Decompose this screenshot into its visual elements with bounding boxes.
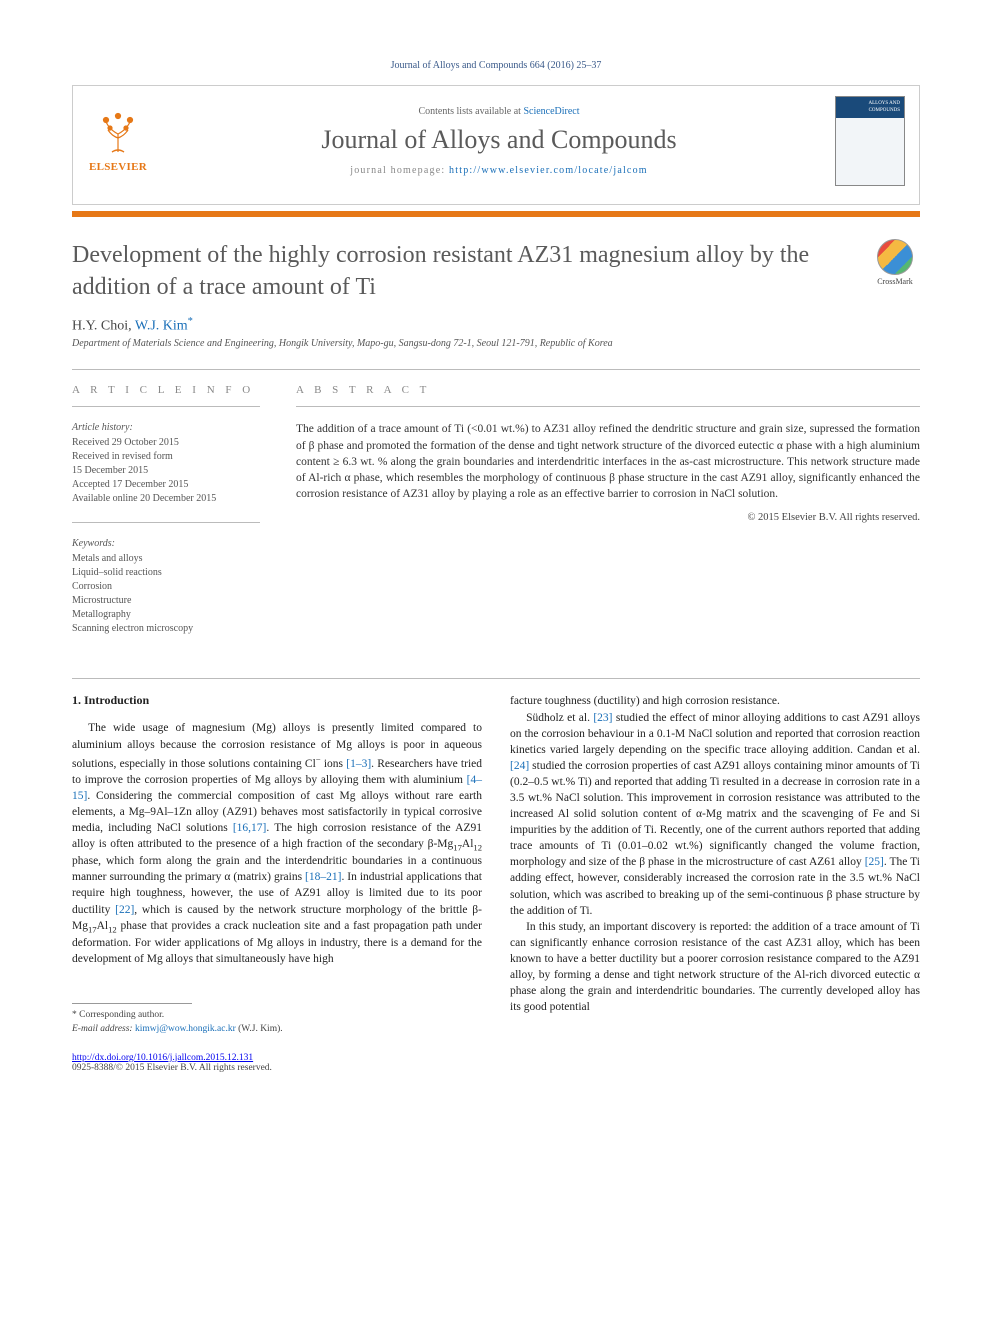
homepage-link[interactable]: http://www.elsevier.com/locate/jalcom	[449, 165, 648, 176]
keyword: Microstructure	[72, 594, 260, 608]
journal-cover-thumbnail[interactable]: ALLOYS AND COMPOUNDS	[835, 96, 905, 186]
corresponding-label: * Corresponding author.	[72, 1008, 482, 1022]
keywords-block: Keywords: Metals and alloys Liquid–solid…	[72, 537, 260, 636]
keyword: Liquid–solid reactions	[72, 566, 260, 580]
publisher-name: ELSEVIER	[85, 161, 151, 173]
doi-issn-footer: http://dx.doi.org/10.1016/j.jallcom.2015…	[72, 1053, 482, 1073]
crossmark-badge[interactable]: CrossMark	[870, 239, 920, 286]
keyword: Metallography	[72, 608, 260, 622]
abstract-label: A B S T R A C T	[296, 384, 920, 396]
abstract-text: The addition of a trace amount of Ti (<0…	[296, 421, 920, 501]
history-heading: Article history:	[72, 421, 260, 435]
body-text-right: facture toughness (ductility) and high c…	[510, 693, 920, 1015]
citation-ref[interactable]: [1–3]	[346, 757, 371, 769]
body-text-left: The wide usage of magnesium (Mg) alloys …	[72, 720, 482, 967]
corresponding-author-footer: * Corresponding author. E-mail address: …	[72, 1003, 482, 1037]
paragraph: Südholz et al. [23] studied the effect o…	[510, 710, 920, 919]
keyword: Metals and alloys	[72, 552, 260, 566]
cover-text: ALLOYS AND COMPOUNDS	[836, 97, 904, 118]
authors: H.Y. Choi, W.J. Kim*	[72, 316, 920, 335]
keyword: Scanning electron microscopy	[72, 622, 260, 636]
citation-ref[interactable]: [16,17]	[233, 822, 267, 834]
history-line: 15 December 2015	[72, 464, 260, 478]
article-info-label: A R T I C L E I N F O	[72, 384, 260, 396]
header-center: Contents lists available at ScienceDirec…	[163, 106, 835, 176]
footer-rule	[72, 1003, 192, 1004]
divider	[72, 522, 260, 523]
article-history: Article history: Received 29 October 201…	[72, 421, 260, 506]
history-line: Received in revised form	[72, 450, 260, 464]
citation-ref[interactable]: [18–21]	[305, 871, 341, 883]
history-line: Available online 20 December 2015	[72, 492, 260, 506]
history-line: Accepted 17 December 2015	[72, 478, 260, 492]
article-info-column: A R T I C L E I N F O Article history: R…	[72, 384, 260, 652]
elsevier-tree-icon	[96, 110, 140, 154]
body-column-right: facture toughness (ductility) and high c…	[510, 693, 920, 1072]
publisher-logo[interactable]: ELSEVIER	[73, 110, 163, 173]
history-line: Received 29 October 2015	[72, 436, 260, 450]
keyword: Corrosion	[72, 580, 260, 594]
citation-ref[interactable]: [23]	[593, 712, 612, 724]
citation-ref[interactable]: [24]	[510, 760, 529, 772]
citation-ref[interactable]: [25]	[865, 856, 884, 868]
header-citation: Journal of Alloys and Compounds 664 (201…	[72, 60, 920, 71]
affiliation: Department of Materials Science and Engi…	[72, 338, 920, 349]
paragraph: The wide usage of magnesium (Mg) alloys …	[72, 720, 482, 967]
keywords-heading: Keywords:	[72, 537, 260, 551]
divider	[296, 406, 920, 407]
abstract-copyright: © 2015 Elsevier B.V. All rights reserved…	[296, 512, 920, 523]
page: Journal of Alloys and Compounds 664 (201…	[0, 0, 992, 1113]
contents-lists-line: Contents lists available at ScienceDirec…	[163, 106, 835, 117]
doi-link[interactable]: http://dx.doi.org/10.1016/j.jallcom.2015…	[72, 1053, 253, 1063]
divider	[72, 678, 920, 679]
homepage-line: journal homepage: http://www.elsevier.co…	[163, 165, 835, 176]
crossmark-icon	[877, 239, 913, 275]
paragraph: facture toughness (ductility) and high c…	[510, 693, 920, 709]
corresponding-email-link[interactable]: kimwj@wow.hongik.ac.kr	[135, 1024, 236, 1034]
body-column-left: 1. Introduction The wide usage of magnes…	[72, 693, 482, 1072]
title-row: Development of the highly corrosion resi…	[72, 239, 920, 316]
article-title: Development of the highly corrosion resi…	[72, 239, 854, 304]
abstract-column: A B S T R A C T The addition of a trace …	[296, 384, 920, 652]
section-heading: 1. Introduction	[72, 693, 482, 708]
orange-divider-bar	[72, 211, 920, 217]
citation-ref[interactable]: [22]	[115, 904, 134, 916]
journal-title: Journal of Alloys and Compounds	[163, 125, 835, 155]
journal-header-box: ELSEVIER Contents lists available at Sci…	[72, 85, 920, 205]
body-columns: 1. Introduction The wide usage of magnes…	[72, 693, 920, 1072]
paragraph: In this study, an important discovery is…	[510, 919, 920, 1016]
corresponding-asterisk: *	[188, 316, 193, 327]
crossmark-label: CrossMark	[877, 277, 913, 286]
info-abstract-row: A R T I C L E I N F O Article history: R…	[72, 384, 920, 652]
divider	[72, 369, 920, 370]
divider	[72, 406, 260, 407]
citation-ref[interactable]: [4–15]	[72, 774, 482, 802]
email-line: E-mail address: kimwj@wow.hongik.ac.kr (…	[72, 1022, 482, 1036]
issn-line: 0925-8388/© 2015 Elsevier B.V. All right…	[72, 1063, 482, 1073]
sciencedirect-link[interactable]: ScienceDirect	[523, 106, 579, 117]
corresponding-author[interactable]: W.J. Kim	[135, 318, 188, 333]
